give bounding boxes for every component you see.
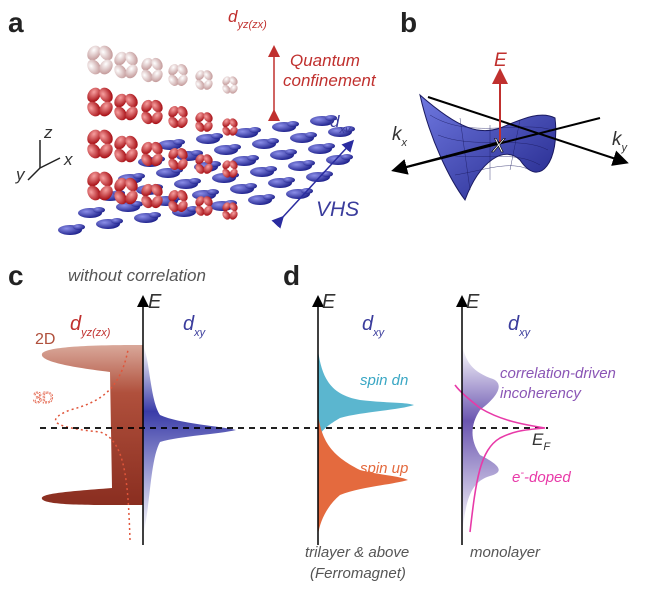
orbital: [305, 132, 317, 138]
orbital-sub: xy: [518, 327, 532, 339]
orbital-label: dxy: [183, 313, 207, 339]
dos-xy: [143, 345, 236, 535]
orbital: [189, 178, 201, 184]
energy-label: E: [466, 291, 480, 313]
axis-label: x: [63, 150, 73, 169]
note: correlation-driven: [500, 365, 616, 382]
orbital: [93, 207, 105, 213]
confinement-label: confinement: [283, 71, 377, 90]
caption: without correlation: [68, 266, 206, 285]
orbital: [211, 133, 223, 139]
saddle-surface: [420, 95, 556, 200]
orbital: [245, 183, 257, 189]
orbital: [149, 212, 161, 218]
panel-label: a: [8, 7, 24, 38]
doped-rest: -doped: [524, 469, 571, 486]
spin-dn-label: spin dn: [360, 372, 408, 389]
figure: a dyz(zx) Quantum confinement dxy VHS z …: [0, 0, 655, 589]
orbital: [265, 166, 277, 172]
point-label: X: [491, 136, 506, 157]
axis-label: z: [43, 123, 53, 142]
axis-label: y: [15, 165, 26, 184]
energy-label: E: [148, 291, 162, 313]
fermi-sub: F: [543, 441, 551, 453]
orbital-label: dxy: [508, 313, 532, 339]
panel-label: d: [283, 260, 300, 291]
fermi-label: EF: [532, 430, 551, 453]
caption: monolayer: [470, 544, 541, 561]
k-sub: x: [401, 137, 408, 149]
orbital-sub: xy: [372, 327, 386, 339]
orbital: [133, 173, 145, 179]
orbital-sub: xy: [193, 327, 207, 339]
orbital: [341, 154, 353, 160]
orbital-sub: yz(zx): [80, 327, 111, 339]
orbital: [229, 144, 241, 150]
k-sub: y: [621, 142, 629, 154]
ky-label: ky: [612, 129, 629, 154]
orbital-sub: xy: [338, 124, 352, 136]
dos-yz: [42, 345, 143, 505]
vhs-label: VHS: [316, 198, 359, 221]
orbital-label: dyz(zx): [228, 7, 267, 31]
caption: (Ferromagnet): [310, 565, 406, 582]
panel-label: c: [8, 260, 24, 291]
dos-incoherent: [462, 345, 499, 535]
orbital: [283, 177, 295, 183]
panel-label: b: [400, 7, 417, 38]
spin-up-label: spin up: [360, 460, 408, 477]
orbital: [247, 155, 259, 161]
orbital: [323, 143, 335, 149]
label-2d: 2D: [35, 331, 55, 348]
orbital: [73, 224, 85, 230]
confinement-label: Quantum: [290, 51, 360, 70]
label-3d: 3D: [33, 390, 53, 407]
doped-base: e: [512, 469, 520, 486]
orbital: [303, 160, 315, 166]
orbital: [173, 139, 185, 145]
orbital: [287, 121, 299, 127]
energy-label: E: [322, 291, 336, 313]
kx-label: kx: [392, 124, 408, 149]
orbital: [207, 189, 219, 195]
orbital: [263, 194, 275, 200]
orbital: [267, 138, 279, 144]
orbital-label: dyz(zx): [70, 313, 111, 339]
fermi-base: E: [532, 430, 544, 449]
note: incoherency: [500, 385, 582, 402]
doped-label: e--doped: [512, 467, 571, 486]
dos-spin-dn: [318, 350, 414, 440]
orbital-label: dxy: [362, 313, 386, 339]
orbital: [285, 149, 297, 155]
orbital: [111, 218, 123, 224]
energy-label: E: [494, 50, 507, 71]
caption: trilayer & above: [305, 544, 409, 561]
orbital: [249, 127, 261, 133]
orbital-sub: yz(zx): [236, 19, 267, 31]
axes-triad: [28, 140, 60, 180]
